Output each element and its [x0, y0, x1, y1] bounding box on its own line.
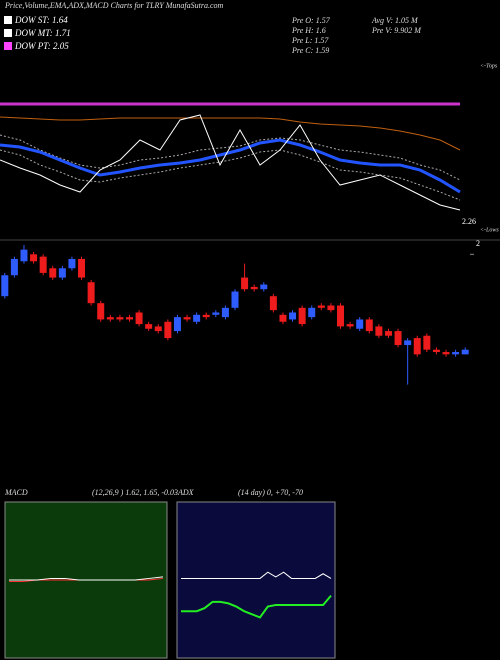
stat: Pre H: 1.6 — [291, 26, 326, 35]
candle-body — [423, 335, 431, 350]
candle-body — [135, 312, 143, 325]
panel-subtitle: (12,26,9 ) 1.62, 1.65, -0.03 — [92, 488, 178, 497]
legend-swatch — [4, 16, 12, 24]
candle-body — [145, 324, 153, 329]
last-value: 2.26 — [462, 217, 476, 226]
legend-swatch — [4, 29, 12, 37]
stat: Pre V: 9.902 M — [371, 26, 422, 35]
candle-body — [68, 258, 76, 269]
candle-body — [173, 317, 181, 332]
candle-body — [10, 258, 18, 276]
candle-body — [30, 254, 38, 262]
candle-body — [375, 326, 383, 336]
candle-body — [413, 338, 421, 355]
candle-body — [394, 331, 402, 346]
series-line — [0, 138, 461, 194]
candle-body — [39, 256, 47, 273]
candle-body — [58, 268, 66, 278]
legend-entry: DOW MT: 1.71 — [14, 28, 71, 38]
series-line — [0, 149, 461, 201]
candle-body — [442, 352, 450, 355]
candle-body — [164, 321, 172, 339]
series-line — [9, 576, 164, 581]
candle-body — [212, 312, 220, 315]
candle-body — [404, 340, 412, 346]
panel-subtitle: (14 day) 0, +70, -70 — [238, 488, 303, 497]
legend-entry: DOW PT: 2.05 — [14, 41, 69, 51]
candle-body — [337, 305, 345, 327]
candle-body — [221, 307, 229, 318]
stat: Pre C: 1.59 — [291, 46, 329, 55]
candle-body — [346, 324, 354, 327]
series-line — [0, 114, 461, 211]
candle-body — [241, 277, 249, 290]
candle-body — [317, 305, 325, 308]
panel-title: MACD — [4, 488, 28, 497]
annotation: <-Tops — [480, 63, 498, 69]
candle-body — [461, 349, 469, 355]
candle-body — [269, 296, 277, 311]
series-line — [181, 571, 332, 579]
candle-body — [116, 317, 124, 320]
series-line — [0, 116, 461, 151]
panel-background — [176, 501, 336, 659]
candle-body — [365, 319, 373, 332]
candle-body — [384, 331, 392, 336]
panel-title: ADX — [177, 488, 195, 497]
candle-body — [432, 349, 440, 353]
candle-body — [193, 314, 201, 322]
candle-body — [279, 314, 287, 322]
series-line — [181, 594, 332, 619]
candle-body — [78, 258, 86, 278]
candle-body — [308, 307, 316, 318]
candle-body — [183, 317, 191, 320]
stat: Avg V: 1.05 M — [371, 16, 419, 25]
candle-body — [298, 307, 306, 325]
candle-body — [202, 314, 210, 318]
candle-body — [125, 317, 133, 320]
candle-body — [231, 291, 239, 308]
stat: Pre O: 1.57 — [291, 16, 331, 25]
candle-body — [106, 317, 114, 320]
candle-body — [87, 282, 95, 304]
candle-body — [289, 312, 297, 320]
legend-entry: DOW ST: 1.64 — [14, 15, 68, 25]
candle-body — [250, 286, 258, 290]
candle-body — [154, 326, 162, 332]
candle-body — [356, 319, 364, 329]
candle-body — [49, 268, 57, 278]
chart-title: Price,Volume,EMA,ADX,MACD Charts for TLR… — [4, 1, 224, 10]
candle-body — [260, 284, 268, 290]
stat: Pre L: 1.57 — [291, 36, 329, 45]
candle-body — [327, 305, 335, 311]
candle-body — [452, 352, 460, 355]
candle-body — [20, 249, 28, 262]
candle-body — [97, 303, 105, 320]
candle-body — [1, 275, 9, 297]
annotation: <-Lows — [480, 227, 499, 233]
y-tick-label: 2 — [476, 239, 480, 248]
legend-swatch — [4, 42, 12, 50]
